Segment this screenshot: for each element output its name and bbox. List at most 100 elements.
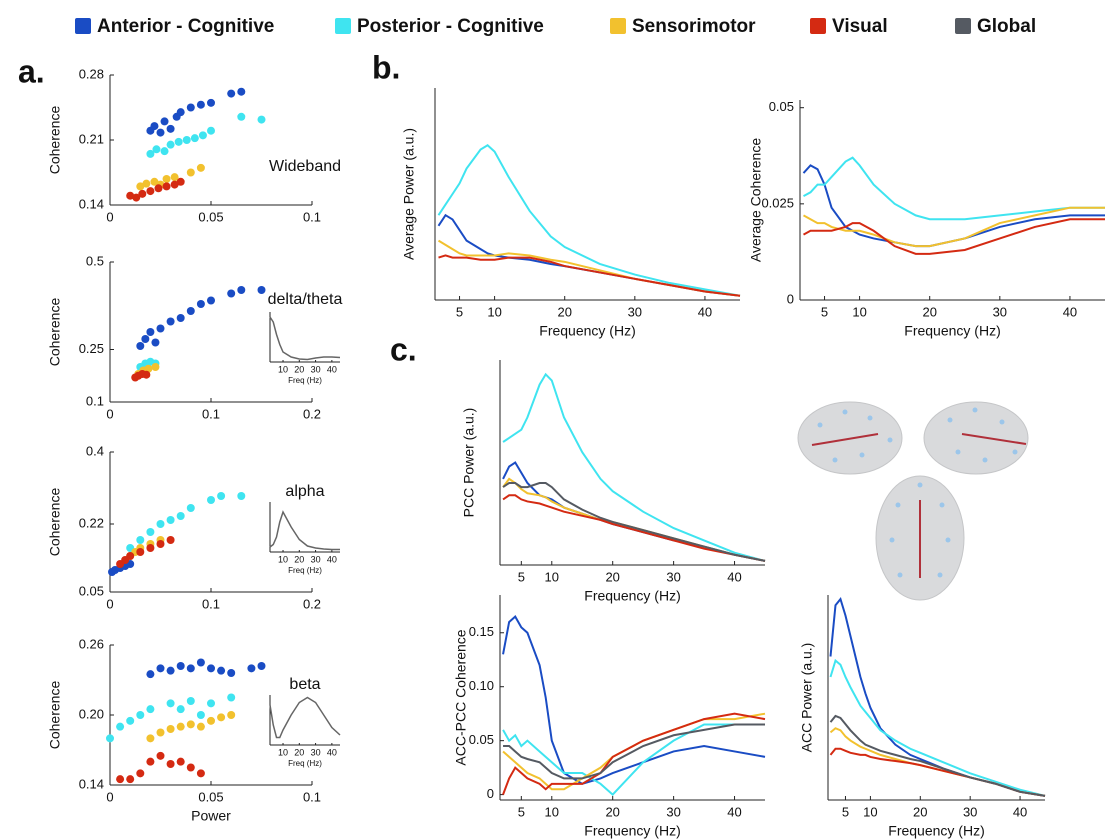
line [437,143,741,297]
point [196,722,205,731]
point [154,184,163,193]
point [170,173,179,182]
point [196,769,205,778]
point [146,705,155,714]
x-tick-label: 30 [993,304,1007,319]
point [146,670,155,679]
point [237,286,246,294]
x-tick-label: 10 [545,569,559,584]
y-tick-label: 0.21 [79,131,104,146]
y-axis-label: Coherence [47,681,63,750]
point [166,317,175,326]
point [247,664,256,673]
point [186,697,195,705]
point [176,314,185,322]
inset-tick-label: 10 [278,747,288,757]
x-tick-label: 0.1 [303,789,321,804]
line [502,494,766,562]
point [186,664,195,673]
inset-tick-label: 40 [327,747,337,757]
legend-swatch [955,18,971,34]
line [503,723,765,780]
point [166,140,175,149]
x-tick-label: 0.1 [303,209,321,224]
point [126,552,135,560]
x-tick-label: 0 [106,789,113,804]
panel-letter: b. [372,49,400,85]
point [141,335,150,343]
legend-swatch [75,18,91,34]
point [151,338,160,347]
line [829,658,1046,797]
y-axis-label: PCC Power (a.u.) [461,408,477,518]
point [196,300,205,308]
x-tick-label: 10 [545,804,559,819]
y-tick-label: 0.22 [79,515,104,530]
point [162,175,171,183]
inset-xlabel: Freq (Hz) [288,566,322,575]
x-tick-label: 0.1 [202,406,220,421]
point [196,163,205,172]
x-tick-label: 5 [821,304,828,319]
panel-label: delta/theta [268,291,343,308]
point [237,492,246,500]
legend-swatch [810,18,826,34]
y-tick-label: 0.10 [469,678,494,693]
point [186,168,195,177]
point [176,108,185,117]
point [146,544,155,552]
inset-line [269,510,340,551]
point [126,716,135,725]
y-tick-label: 0.4 [86,443,104,458]
point [146,528,155,536]
legend-swatch [335,18,351,34]
point [156,520,165,528]
x-axis-label: Frequency (Hz) [888,823,984,839]
y-tick-label: 0.05 [469,732,494,747]
y-axis-label: Average Power (a.u.) [401,128,417,260]
point [237,112,246,121]
point [156,128,165,137]
x-tick-label: 5 [518,569,525,584]
x-tick-label: 40 [727,804,741,819]
x-tick-label: 0.2 [303,406,321,421]
x-tick-label: 5 [518,804,525,819]
point [166,516,175,524]
x-tick-label: 0.2 [303,596,321,611]
inset-tick-label: 30 [311,364,321,374]
legend-label: Global [977,16,1036,37]
y-tick-label: 0.15 [469,624,494,639]
x-tick-label: 30 [628,304,642,319]
point [142,370,151,379]
inset-xlabel: Freq (Hz) [288,376,322,385]
point [186,103,195,112]
y-tick-label: 0.14 [79,196,104,211]
x-tick-label: 40 [1013,804,1027,819]
point [162,182,171,191]
y-tick-label: 0.05 [769,99,794,114]
point [166,760,175,768]
y-tick-label: 0.05 [79,583,104,598]
point [196,711,205,719]
point [126,775,135,784]
point [156,728,165,737]
line [802,164,1105,248]
point [136,548,145,556]
y-tick-label: 0.1 [86,393,104,408]
point [166,666,175,675]
x-tick-label: 40 [1063,304,1077,319]
x-axis-label: Frequency (Hz) [539,323,635,339]
line [502,372,766,562]
legend-swatch [610,18,626,34]
point [186,720,195,729]
point [207,126,215,135]
point [136,536,145,544]
legend-label: Anterior - Cognitive [97,16,274,37]
point [198,131,207,140]
point [156,751,165,760]
point [186,504,195,512]
line [803,218,1105,255]
y-tick-label: 0 [487,786,494,801]
point [207,98,215,107]
x-tick-label: 0 [106,406,113,421]
